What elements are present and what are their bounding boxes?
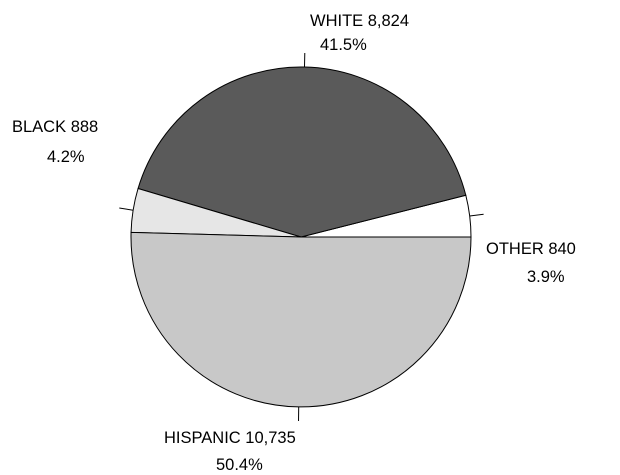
slice-white [137, 66, 467, 238]
label-black-count: BLACK 888 [12, 118, 98, 136]
label-hispanic-count: HISPANIC 10,735 [164, 429, 296, 447]
leader-line-other [469, 213, 484, 217]
label-black-percent: 4.2% [47, 148, 85, 166]
label-white-count: WHITE 8,824 [310, 12, 409, 30]
label-other-percent: 3.9% [527, 268, 565, 286]
label-hispanic-percent: 50.4% [216, 456, 263, 474]
slice-hispanic [130, 231, 472, 408]
pie-slices [130, 66, 472, 408]
leader-line-black [119, 207, 134, 211]
leader-lines [119, 53, 484, 421]
label-white-percent: 41.5% [320, 36, 367, 54]
label-other-count: OTHER 840 [486, 240, 576, 258]
